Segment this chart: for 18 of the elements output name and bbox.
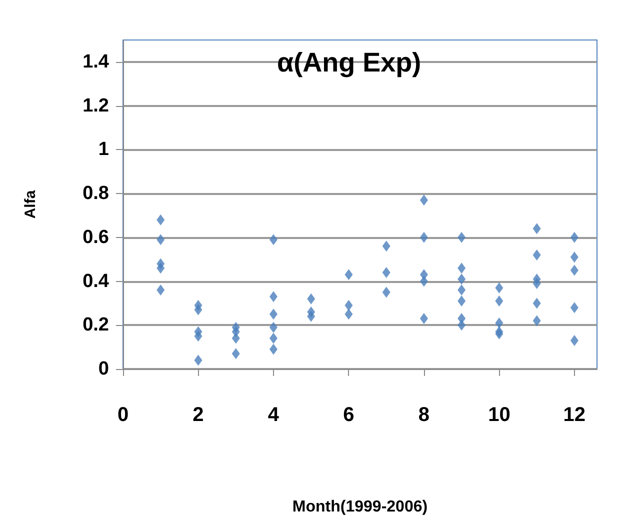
- x-tick-label: 4: [268, 404, 280, 426]
- y-tick-label: 0.2: [82, 314, 109, 336]
- x-tick-label: 0: [117, 404, 129, 426]
- x-axis-title: Month(1999-2006): [292, 498, 428, 516]
- x-tick-label: 10: [488, 404, 510, 426]
- y-tick-label: 1: [98, 139, 110, 160]
- x-tick-label: 12: [563, 404, 586, 426]
- x-tick-label: 2: [192, 404, 204, 426]
- y-tick-label: 0: [98, 358, 109, 380]
- y-axis-title: Alfa: [22, 190, 39, 219]
- x-tick-label: 8: [418, 404, 430, 426]
- chart-title: α(Ang Exp): [277, 48, 422, 78]
- y-tick-label: 1.4: [82, 51, 110, 72]
- y-tick-label: 0.4: [82, 270, 110, 292]
- x-tick-label: 6: [343, 404, 354, 426]
- y-tick-label: 0.8: [82, 183, 109, 204]
- y-tick-label: 0.6: [82, 226, 109, 248]
- y-tick-label: 1.2: [82, 95, 109, 116]
